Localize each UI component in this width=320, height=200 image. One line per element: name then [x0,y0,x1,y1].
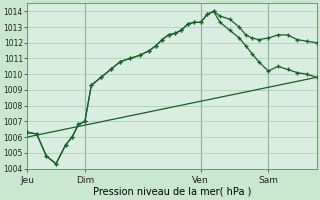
X-axis label: Pression niveau de la mer( hPa ): Pression niveau de la mer( hPa ) [92,187,251,197]
